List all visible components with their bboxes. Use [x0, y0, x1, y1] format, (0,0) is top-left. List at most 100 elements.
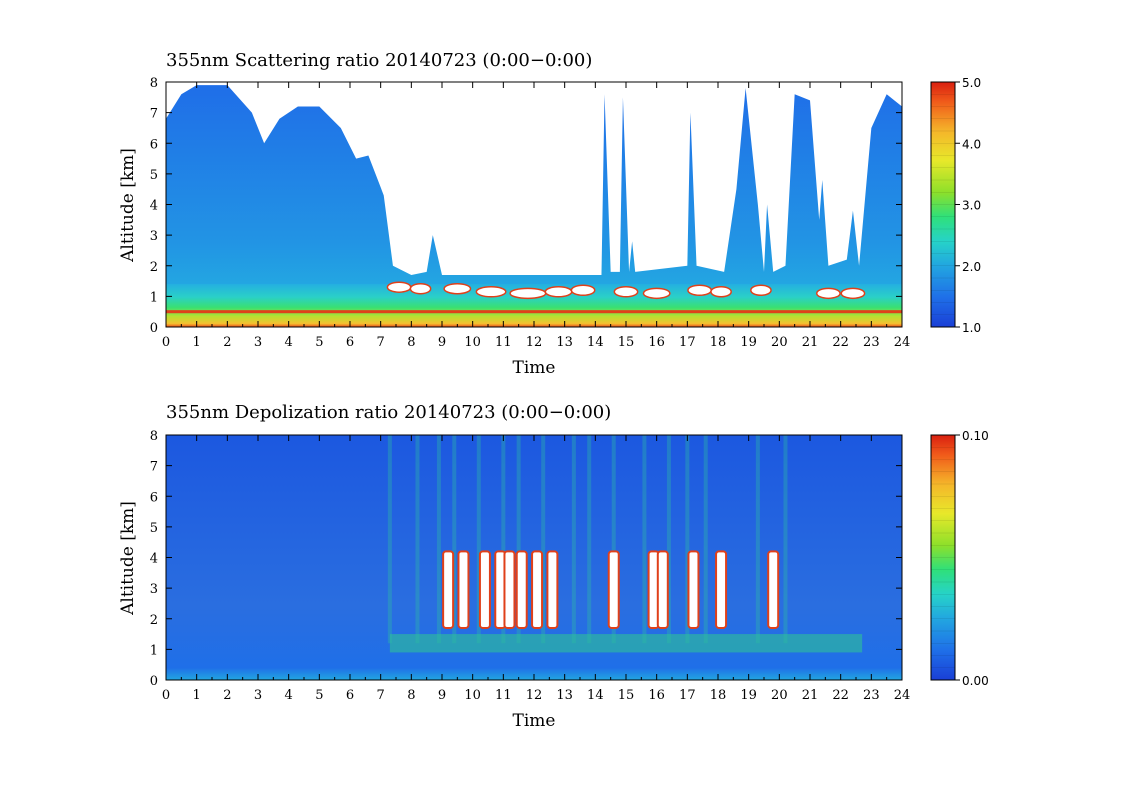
x-tick-label: 19 [740, 688, 757, 703]
depolarization-streak [415, 435, 420, 644]
x-tick-label: 5 [315, 688, 323, 703]
x-tick-label: 0 [162, 688, 170, 703]
x-tick-label: 1 [193, 335, 201, 350]
x-tick-label: 9 [438, 688, 446, 703]
colorbar-tick-label: 5.0 [962, 76, 981, 90]
x-tick-label: 12 [526, 335, 543, 350]
depolarization-x-axis-label: Time [513, 711, 556, 731]
y-tick-label: 3 [150, 582, 158, 597]
y-tick-label: 5 [150, 521, 158, 536]
colorbar-tick-label: 0.10 [962, 429, 989, 443]
cloud-patch [475, 286, 507, 298]
depolarization-streak [642, 435, 647, 644]
x-tick-label: 0 [162, 335, 170, 350]
aerosol-band [389, 634, 863, 653]
depolarization-streak [755, 435, 760, 644]
ice-cloud-column [687, 550, 700, 629]
x-tick-label: 4 [285, 335, 293, 350]
cloud-patch [815, 287, 841, 300]
y-tick-label: 1 [150, 290, 158, 305]
ice-cloud-column [715, 550, 728, 629]
scattering-y-axis-label: Altitude [km] [118, 148, 138, 263]
x-tick-label: 6 [346, 335, 354, 350]
colorbar-tick-label: 4.0 [962, 137, 981, 151]
y-tick-label: 2 [150, 613, 158, 628]
cloud-patch [509, 287, 547, 300]
x-tick-label: 7 [377, 688, 385, 703]
y-tick-label: 8 [150, 429, 158, 444]
y-tick-label: 2 [150, 260, 158, 275]
y-tick-label: 6 [150, 137, 158, 152]
chart-title-depolarization: 355nm Depolization ratio 20140723 (0:00−… [166, 402, 611, 423]
x-tick-label: 3 [254, 335, 262, 350]
y-tick-label: 0 [150, 321, 158, 336]
depolarization-y-axis-label: Altitude [km] [118, 501, 138, 616]
depolarization-streak [666, 435, 671, 644]
x-tick-label: 8 [407, 688, 415, 703]
depolarization-streak [501, 435, 506, 644]
x-tick-label: 18 [710, 688, 727, 703]
x-tick-label: 24 [894, 688, 911, 703]
x-tick-label: 14 [587, 688, 604, 703]
x-tick-label: 4 [285, 688, 293, 703]
cloud-patch [409, 282, 432, 295]
x-tick-label: 15 [618, 335, 635, 350]
ice-cloud-column [515, 550, 528, 629]
cloud-patch [613, 286, 639, 298]
x-tick-label: 8 [407, 335, 415, 350]
chart-title-scattering: 355nm Scattering ratio 20140723 (0:00−0:… [166, 50, 592, 71]
y-tick-label: 7 [150, 460, 158, 475]
depolarization-streak [587, 435, 592, 644]
x-tick-label: 13 [556, 335, 573, 350]
y-tick-label: 4 [150, 552, 158, 567]
colorbar-tick-label: 1.0 [962, 321, 981, 335]
y-tick-label: 3 [150, 229, 158, 244]
x-tick-label: 16 [648, 688, 665, 703]
y-tick-label: 7 [150, 107, 158, 122]
ice-cloud-column [546, 550, 559, 629]
depolarization-streak [703, 435, 708, 644]
ice-cloud-column [656, 550, 669, 629]
x-tick-label: 2 [223, 335, 231, 350]
depolarization-colorbar [930, 434, 956, 681]
y-tick-label: 4 [150, 199, 158, 214]
ice-cloud-column [503, 550, 516, 629]
cloud-patch [570, 284, 596, 296]
surface-layer [166, 310, 902, 314]
ice-cloud-column [442, 550, 455, 629]
scattering-plot-area [166, 85, 902, 327]
colorbar-tick-label: 2.0 [962, 260, 981, 274]
ice-cloud-column [457, 550, 470, 629]
x-tick-label: 11 [495, 688, 512, 703]
cloud-patch [386, 281, 412, 293]
aerosol-envelope [166, 85, 902, 327]
x-tick-label: 11 [495, 335, 512, 350]
x-tick-label: 5 [315, 335, 323, 350]
depolarization-streak [541, 435, 546, 644]
y-tick-label: 1 [150, 643, 158, 658]
y-tick-label: 8 [150, 76, 158, 91]
x-tick-label: 1 [193, 688, 201, 703]
colorbar-tick-label: 3.0 [962, 199, 981, 213]
x-tick-label: 17 [679, 335, 696, 350]
x-tick-label: 3 [254, 688, 262, 703]
cloud-patch [687, 284, 713, 296]
x-tick-label: 6 [346, 688, 354, 703]
depolarization-plot-area [166, 435, 902, 680]
ice-cloud-column [767, 550, 780, 629]
cloud-patch [840, 287, 866, 300]
x-tick-label: 7 [377, 335, 385, 350]
x-tick-label: 18 [710, 335, 727, 350]
colorbar-tick-label: 0.00 [962, 674, 989, 688]
x-tick-label: 10 [464, 688, 481, 703]
x-tick-label: 15 [618, 688, 635, 703]
x-tick-label: 13 [556, 688, 573, 703]
scattering-x-axis-label: Time [513, 358, 556, 378]
depolarization-colorbar-ticks: 0.00 0.10 [931, 429, 989, 688]
ice-cloud-column [607, 550, 620, 629]
scattering-axis-ticks: 0 1 2 3 4 5 6 7 8 9 10 11 12 13 14 15 16 17 18 19 20 21 22 23 24… [150, 76, 911, 350]
depolarization-streak [611, 435, 616, 644]
x-tick-label: 22 [832, 688, 849, 703]
x-tick-label: 22 [832, 335, 849, 350]
